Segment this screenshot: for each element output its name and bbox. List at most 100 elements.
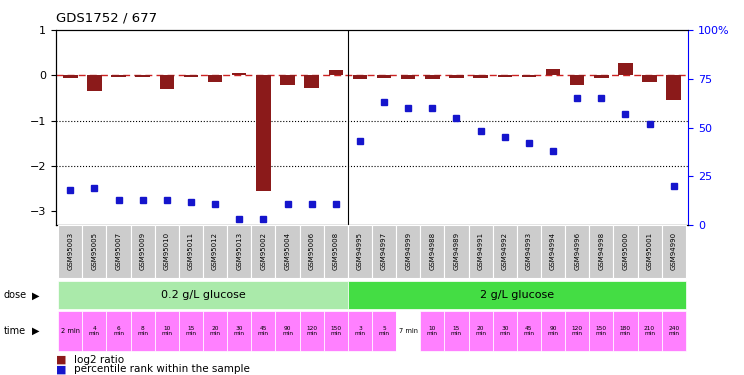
Text: GSM94991: GSM94991 <box>478 232 484 270</box>
Text: 0.2 g/L glucose: 0.2 g/L glucose <box>161 290 246 300</box>
Bar <box>493 225 517 278</box>
Bar <box>275 225 300 278</box>
Bar <box>155 311 179 351</box>
Bar <box>203 311 227 351</box>
Bar <box>498 75 512 77</box>
Text: GSM95008: GSM95008 <box>333 232 339 270</box>
Bar <box>376 75 391 78</box>
Text: percentile rank within the sample: percentile rank within the sample <box>74 364 250 374</box>
Bar <box>106 311 131 351</box>
Bar <box>131 225 155 278</box>
Bar <box>493 311 517 351</box>
Text: time: time <box>4 326 26 336</box>
Text: ▶: ▶ <box>32 290 39 300</box>
Bar <box>160 75 174 89</box>
Bar <box>324 311 348 351</box>
Text: 3
min: 3 min <box>354 326 365 336</box>
Text: GSM95011: GSM95011 <box>188 232 194 270</box>
Bar <box>135 75 150 77</box>
Text: 210
min: 210 min <box>644 326 655 336</box>
Bar <box>58 311 83 351</box>
Bar <box>473 75 488 78</box>
Bar <box>589 225 613 278</box>
Text: GSM94996: GSM94996 <box>574 232 580 270</box>
Bar <box>203 225 227 278</box>
Bar <box>396 225 420 278</box>
Text: 4
min: 4 min <box>89 326 100 336</box>
Text: 15
min: 15 min <box>185 326 196 336</box>
Text: ■: ■ <box>56 364 66 374</box>
Bar <box>208 75 222 82</box>
Text: GSM94994: GSM94994 <box>550 232 556 270</box>
Text: 45
min: 45 min <box>258 326 269 336</box>
Bar <box>155 225 179 278</box>
Text: GSM95012: GSM95012 <box>212 232 218 270</box>
Text: 120
min: 120 min <box>306 326 317 336</box>
Text: 2 min: 2 min <box>61 328 80 334</box>
Text: ▶: ▶ <box>32 326 39 336</box>
Text: GSM95010: GSM95010 <box>164 232 170 270</box>
Bar <box>184 75 198 77</box>
Bar <box>594 75 609 78</box>
Bar <box>449 75 464 78</box>
Text: ■: ■ <box>56 355 66 365</box>
Text: GSM94999: GSM94999 <box>405 232 411 270</box>
Text: GSM95003: GSM95003 <box>67 232 73 270</box>
Bar <box>541 311 565 351</box>
Bar <box>661 225 686 278</box>
Text: 90
min: 90 min <box>548 326 559 336</box>
Bar <box>565 225 589 278</box>
Text: 180
min: 180 min <box>620 326 631 336</box>
Text: 5
min: 5 min <box>379 326 390 336</box>
Bar <box>300 311 324 351</box>
Bar <box>83 225 106 278</box>
Bar <box>329 70 343 75</box>
Text: 20
min: 20 min <box>210 326 221 336</box>
Bar <box>348 311 372 351</box>
Bar <box>348 281 686 309</box>
Bar <box>83 311 106 351</box>
Bar <box>87 75 102 91</box>
Bar <box>546 69 560 75</box>
Bar <box>227 311 251 351</box>
Text: 8
min: 8 min <box>137 326 148 336</box>
Text: 240
min: 240 min <box>668 326 679 336</box>
Bar <box>401 75 415 78</box>
Text: 45
min: 45 min <box>523 326 534 336</box>
Bar <box>469 225 493 278</box>
Bar <box>179 311 203 351</box>
Bar <box>517 225 541 278</box>
Text: 30
min: 30 min <box>234 326 245 336</box>
Bar <box>425 75 440 78</box>
Text: GSM95013: GSM95013 <box>237 232 243 270</box>
Bar <box>613 311 638 351</box>
Text: GSM94993: GSM94993 <box>526 232 532 270</box>
Bar <box>353 75 368 79</box>
Bar <box>638 311 661 351</box>
Bar <box>348 225 372 278</box>
Text: 15
min: 15 min <box>451 326 462 336</box>
Text: GSM95007: GSM95007 <box>115 232 121 270</box>
Bar <box>63 75 77 78</box>
Text: log2 ratio: log2 ratio <box>74 355 124 365</box>
Bar <box>372 311 396 351</box>
Bar <box>642 75 657 82</box>
Text: GDS1752 / 677: GDS1752 / 677 <box>56 11 157 24</box>
Bar <box>565 311 589 351</box>
Text: 10
min: 10 min <box>161 326 173 336</box>
Bar <box>661 311 686 351</box>
Text: 10
min: 10 min <box>427 326 437 336</box>
Bar <box>324 225 348 278</box>
Bar <box>58 225 83 278</box>
Bar <box>275 311 300 351</box>
Bar <box>372 225 396 278</box>
Bar <box>131 311 155 351</box>
Text: 7 min: 7 min <box>399 328 417 334</box>
Text: 150
min: 150 min <box>330 326 341 336</box>
Text: GSM95009: GSM95009 <box>140 232 146 270</box>
Bar <box>667 75 681 100</box>
Text: 20
min: 20 min <box>475 326 486 336</box>
Bar <box>58 281 348 309</box>
Text: GSM95001: GSM95001 <box>647 232 652 270</box>
Bar <box>570 75 584 86</box>
